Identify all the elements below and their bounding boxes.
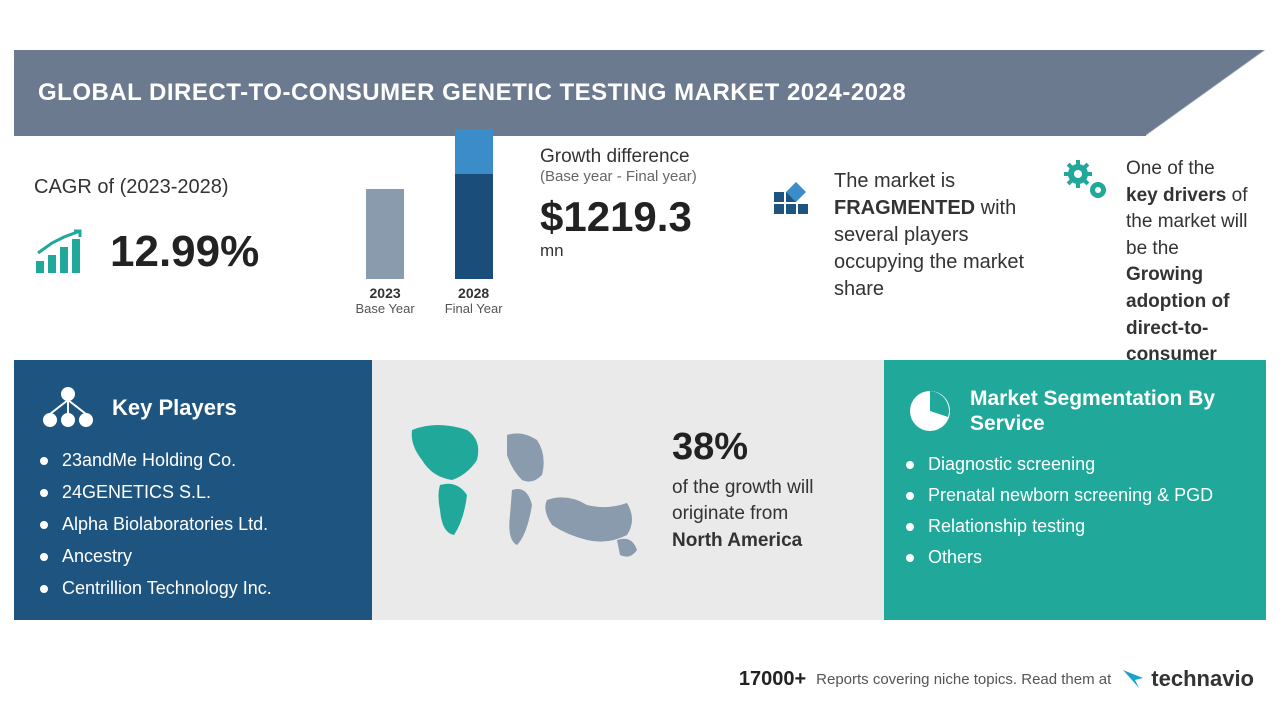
final-year: 2028 <box>458 285 489 301</box>
brand-name: technavio <box>1151 666 1254 692</box>
base-label: Base Year <box>355 301 414 316</box>
fragment-icon <box>774 168 820 214</box>
cagr-value: 12.99% <box>110 227 259 277</box>
growth-chart-icon <box>34 229 90 275</box>
key-players-list: 23andMe Holding Co. 24GENETICS S.L. Alph… <box>40 450 346 599</box>
base-year: 2023 <box>370 285 401 301</box>
segmentation-title: Market Segmentation By Service <box>970 386 1244 436</box>
gear-icon <box>1060 156 1112 208</box>
key-players-panel: Key Players 23andMe Holding Co. 24GENETI… <box>14 360 372 620</box>
frag-bold: FRAGMENTED <box>834 197 975 219</box>
region-text: 38% of the growth will originate from No… <box>672 426 872 555</box>
metrics-row: CAGR of (2023-2028) 12.99% 2023 Base Yea… <box>14 136 1266 360</box>
drv-b1: key drivers <box>1126 185 1226 206</box>
pie-icon <box>906 387 954 435</box>
bottom-row: Key Players 23andMe Holding Co. 24GENETI… <box>14 360 1266 620</box>
growth-block: Growth difference (Base year - Final yea… <box>524 136 764 360</box>
cagr-label: CAGR of (2023-2028) <box>34 176 334 199</box>
header-banner: GLOBAL DIRECT-TO-CONSUMER GENETIC TESTIN… <box>14 50 1266 136</box>
growth-subtitle: (Base year - Final year) <box>540 168 764 185</box>
world-map-icon <box>392 405 652 575</box>
bar-comparison: 2023 Base Year 2028 Final Year <box>334 136 524 316</box>
final-year-bar: 2028 Final Year <box>445 129 503 316</box>
list-item: Centrillion Technology Inc. <box>40 578 346 599</box>
fragmented-block: The market is FRAGMENTED with several pl… <box>764 136 1044 360</box>
list-item: Others <box>906 547 1244 568</box>
segmentation-panel: Market Segmentation By Service Diagnosti… <box>884 360 1266 620</box>
bar-final <box>455 129 493 279</box>
growth-unit: mn <box>540 241 764 261</box>
driver-block: One of the key drivers of the market wil… <box>1044 136 1266 360</box>
base-year-bar: 2023 Base Year <box>355 189 414 316</box>
footer-text: Reports covering niche topics. Read them… <box>816 671 1111 688</box>
growth-title: Growth difference <box>540 146 764 168</box>
key-players-title: Key Players <box>112 395 237 421</box>
region-percent: 38% <box>672 426 872 469</box>
region-bold: North America <box>672 530 802 551</box>
region-pre: of the growth will originate from <box>672 477 814 525</box>
segmentation-list: Diagnostic screening Prenatal newborn sc… <box>906 454 1244 568</box>
network-icon <box>40 386 96 430</box>
report-count: 17000+ <box>739 668 806 691</box>
driver-text: One of the key drivers of the market wil… <box>1126 156 1250 360</box>
fragmented-text: The market is FRAGMENTED with several pl… <box>834 168 1034 360</box>
list-item: Diagnostic screening <box>906 454 1244 475</box>
brand-logo: technavio <box>1121 666 1254 692</box>
page-title: GLOBAL DIRECT-TO-CONSUMER GENETIC TESTIN… <box>38 79 906 107</box>
cagr-block: CAGR of (2023-2028) 12.99% <box>14 136 334 360</box>
list-item: Relationship testing <box>906 516 1244 537</box>
list-item: 23andMe Holding Co. <box>40 450 346 471</box>
list-item: Alpha Biolaboratories Ltd. <box>40 514 346 535</box>
growth-value: $1219.3 <box>540 193 764 241</box>
final-label: Final Year <box>445 301 503 316</box>
region-desc: of the growth will originate from North … <box>672 475 872 555</box>
list-item: Prenatal newborn screening & PGD <box>906 485 1244 506</box>
list-item: Ancestry <box>40 546 346 567</box>
logo-arrow-icon <box>1121 668 1147 690</box>
list-item: 24GENETICS S.L. <box>40 482 346 503</box>
drv-pre: One of the <box>1126 158 1215 179</box>
bar-base <box>366 189 404 279</box>
footer: 17000+ Reports covering niche topics. Re… <box>14 666 1266 692</box>
frag-pre: The market is <box>834 170 955 192</box>
region-panel: 38% of the growth will originate from No… <box>372 360 884 620</box>
